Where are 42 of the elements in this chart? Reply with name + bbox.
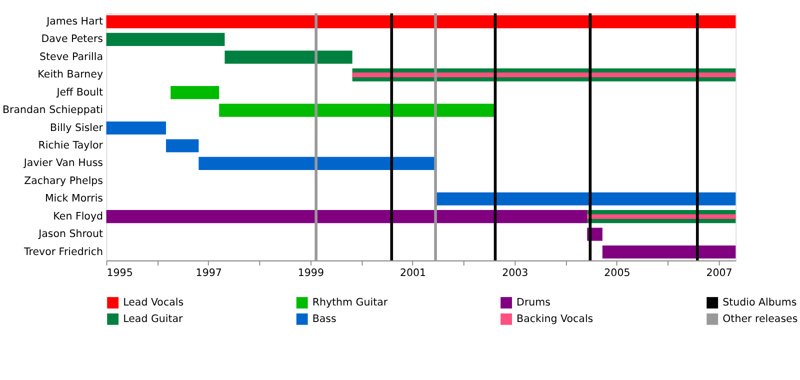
y-tick-label: Steve Parilla [40, 50, 104, 63]
legend-label: Lead Vocals [123, 296, 184, 309]
bar [352, 72, 736, 78]
legend-label: Backing Vocals [516, 312, 594, 325]
bar [170, 86, 220, 100]
x-tick-label: 2007 [706, 266, 732, 279]
y-tick-label: Billy Sisler [50, 122, 104, 134]
y-tick-label: Keith Barney [38, 68, 104, 81]
legend-label: Studio Albums [722, 296, 797, 309]
y-tick-label: Mick Morris [44, 192, 104, 205]
legend-label: Other releases [722, 312, 798, 325]
y-tick-label: Ken Floyd [53, 210, 104, 222]
x-tick-label: 2003 [502, 266, 528, 279]
y-tick-label: Trevor Friedrich [22, 246, 104, 258]
bar [602, 245, 736, 259]
y-tick-label: Jason Shrout [38, 228, 104, 240]
legend-label: Lead Guitar [123, 312, 184, 325]
y-tick-label: Brandan Schieppati [2, 104, 104, 116]
y-tick-label: Zachary Phelps [24, 174, 104, 187]
y-tick-label: Javier Van Huss [22, 157, 104, 170]
legend-label: Bass [312, 312, 336, 325]
x-tick-label: 1997 [196, 266, 222, 279]
bar [224, 50, 352, 64]
x-tick-label: 2005 [604, 266, 630, 279]
bar [219, 104, 496, 117]
y-tick-label: Dave Peters [41, 33, 104, 46]
bar [587, 214, 736, 219]
legend-label: Drums [516, 296, 550, 309]
y-tick-label: Jeff Boult [56, 86, 104, 98]
bar [106, 32, 225, 46]
x-tick-label: 1995 [106, 266, 133, 279]
y-tick-label: Richie Taylor [38, 140, 104, 152]
bar [198, 156, 436, 170]
bar [106, 121, 166, 135]
bar [436, 192, 736, 206]
x-tick-label: 2001 [400, 266, 426, 279]
bar [106, 210, 588, 224]
bar [106, 15, 736, 28]
bar [166, 139, 199, 152]
y-tick-label: James Hart [46, 16, 104, 28]
legend-label: Rhythm Guitar [312, 296, 388, 309]
x-tick-label: 1999 [298, 266, 324, 279]
